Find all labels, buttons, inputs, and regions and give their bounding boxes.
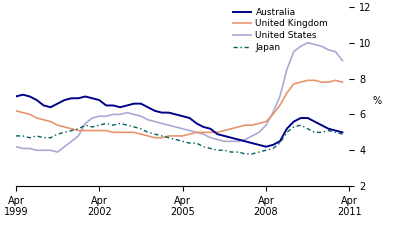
Text: 1999: 1999 [4,207,28,217]
Text: Apr: Apr [174,196,191,206]
Text: Apr: Apr [258,196,274,206]
Y-axis label: %: % [372,96,382,106]
Legend: Australia, United Kingdom, United States, Japan: Australia, United Kingdom, United States… [233,8,328,52]
Text: Apr: Apr [341,196,358,206]
Text: 2005: 2005 [170,207,195,217]
Text: 2011: 2011 [337,207,362,217]
Text: 2002: 2002 [87,207,112,217]
Text: Apr: Apr [91,196,108,206]
Text: Apr: Apr [8,196,24,206]
Text: 2008: 2008 [254,207,278,217]
